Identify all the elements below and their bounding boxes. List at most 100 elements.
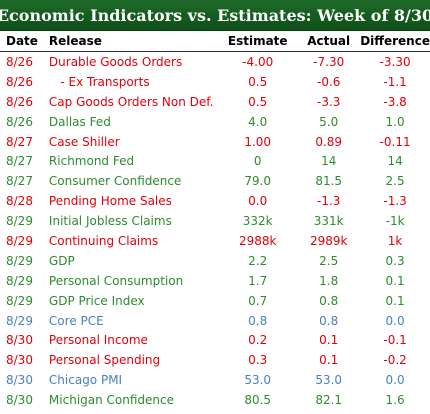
cell-difference: 1.0 bbox=[385, 114, 405, 129]
cell-difference: -0.11 bbox=[379, 134, 411, 149]
cell-estimate: 0.7 bbox=[248, 293, 268, 308]
cell-difference: -3.8 bbox=[383, 94, 407, 109]
cell-actual: -7.30 bbox=[313, 54, 345, 69]
cell-actual: 0.8 bbox=[319, 313, 339, 328]
cell-date: 8/27 bbox=[6, 134, 33, 149]
column-header-release: Release bbox=[44, 31, 219, 52]
table-row: 8/27 Richmond Fed 0 14 14 bbox=[0, 151, 430, 172]
cell-date: 8/26 bbox=[6, 74, 33, 89]
table-row: 8/27 Consumer Confidence 79.0 81.5 2.5 bbox=[0, 171, 430, 192]
cell-date: 8/30 bbox=[6, 373, 33, 388]
cell-difference: 14 bbox=[387, 154, 403, 169]
cell-actual: 2989k bbox=[309, 233, 348, 248]
page-title: Economic Indicators vs. Estimates: Week … bbox=[0, 5, 430, 25]
cell-difference: -0.2 bbox=[383, 353, 407, 368]
cell-estimate: 1.00 bbox=[244, 134, 272, 149]
cell-difference: -1.3 bbox=[383, 194, 407, 209]
cell-estimate: 80.5 bbox=[244, 393, 272, 408]
cell-actual: 82.1 bbox=[315, 393, 343, 408]
cell-estimate: 4.0 bbox=[248, 114, 268, 129]
cell-estimate: 332k bbox=[242, 214, 273, 229]
cell-difference: 0.0 bbox=[385, 373, 405, 388]
table-row: 8/29 Continuing Claims 2988k 2989k 1k bbox=[0, 231, 430, 251]
cell-difference: 0.1 bbox=[385, 293, 405, 308]
cell-actual: 0.1 bbox=[319, 333, 339, 348]
cell-estimate: 2.2 bbox=[248, 253, 268, 268]
cell-actual: 2.5 bbox=[319, 253, 339, 268]
table-row: 8/30 Personal Spending 0.3 0.1 -0.2 bbox=[0, 350, 430, 371]
cell-difference: 0.1 bbox=[385, 273, 405, 288]
cell-actual: 1.8 bbox=[319, 273, 339, 288]
cell-difference: -1k bbox=[385, 214, 405, 229]
cell-date: 8/29 bbox=[6, 293, 33, 308]
table-row: 8/26 Dallas Fed 4.0 5.0 1.0 bbox=[0, 111, 430, 132]
cell-difference: 1k bbox=[387, 233, 403, 248]
cell-release: Michigan Confidence bbox=[48, 393, 175, 408]
table-body: 8/26 Durable Goods Orders -4.00 -7.30 -3.30 8… bbox=[0, 51, 430, 411]
cell-actual: 0.8 bbox=[319, 293, 339, 308]
cell-estimate: 1.7 bbox=[248, 273, 268, 288]
cell-release: Continuing Claims bbox=[48, 233, 159, 248]
cell-release: Personal Spending bbox=[48, 353, 161, 368]
indicators-table: Date Release Estimate Actual Difference … bbox=[0, 31, 430, 411]
cell-estimate: 2988k bbox=[238, 233, 277, 248]
title-bar: Economic Indicators vs. Estimates: Week … bbox=[0, 0, 430, 31]
cell-date: 8/29 bbox=[6, 273, 33, 288]
cell-actual: -3.3 bbox=[316, 94, 341, 109]
cell-difference: 0.3 bbox=[385, 253, 405, 268]
cell-actual: 53.0 bbox=[315, 373, 343, 388]
cell-release: Personal Consumption bbox=[48, 273, 184, 288]
cell-estimate: 0.5 bbox=[248, 94, 268, 109]
table-row: 8/27 Case Shiller 1.00 0.89 -0.11 bbox=[0, 131, 430, 152]
cell-release: Dallas Fed bbox=[48, 114, 111, 129]
cell-release: Core PCE bbox=[48, 313, 104, 328]
cell-date: 8/26 bbox=[6, 94, 33, 109]
cell-difference: -0.1 bbox=[383, 333, 407, 348]
cell-date: 8/27 bbox=[6, 174, 33, 189]
cell-date: 8/29 bbox=[6, 253, 33, 268]
cell-actual: 0.89 bbox=[315, 134, 343, 149]
cell-release: GDP Price Index bbox=[48, 293, 145, 308]
cell-date: 8/27 bbox=[6, 154, 33, 169]
cell-estimate: 0.5 bbox=[248, 74, 268, 89]
cell-release: Pending Home Sales bbox=[48, 194, 172, 209]
table-row: 8/29 GDP 2.2 2.5 0.3 bbox=[0, 250, 430, 271]
cell-actual: 0.1 bbox=[319, 353, 339, 368]
table-row: 8/29 Initial Jobless Claims 332k 331k -1k bbox=[0, 211, 430, 232]
cell-date: 8/26 bbox=[6, 114, 33, 129]
cell-date: 8/30 bbox=[6, 393, 33, 408]
cell-estimate: 53.0 bbox=[244, 373, 272, 388]
cell-release: Consumer Confidence bbox=[48, 174, 182, 189]
table-header-row: Date Release Estimate Actual Difference bbox=[0, 31, 430, 52]
cell-date: 8/28 bbox=[6, 194, 33, 209]
cell-difference: 1.6 bbox=[385, 393, 405, 408]
cell-release: Cap Goods Orders Non Def. bbox=[48, 94, 214, 109]
cell-difference: -1.1 bbox=[383, 74, 407, 89]
cell-estimate: 79.0 bbox=[244, 174, 272, 189]
cell-actual: 331k bbox=[313, 214, 344, 229]
cell-date: 8/29 bbox=[6, 313, 33, 328]
cell-release: Chicago PMI bbox=[48, 373, 123, 388]
table-row: 8/28 Pending Home Sales 0.0 -1.3 -1.3 bbox=[0, 191, 430, 212]
cell-difference: 2.5 bbox=[385, 174, 405, 189]
cell-release: - Ex Transports bbox=[48, 74, 150, 89]
cell-release: GDP bbox=[48, 253, 75, 268]
table-row: 8/30 Chicago PMI 53.0 53.0 0.0 bbox=[0, 370, 430, 391]
column-header-estimate: Estimate bbox=[218, 31, 298, 52]
cell-date: 8/26 bbox=[6, 54, 33, 69]
cell-estimate: 0.3 bbox=[248, 353, 268, 368]
table-row: 8/26 - Ex Transports 0.5 -0.6 -1.1 bbox=[0, 71, 430, 92]
cell-estimate: 0.2 bbox=[248, 333, 268, 348]
cell-date: 8/29 bbox=[6, 214, 33, 229]
table-row: 8/26 Cap Goods Orders Non Def. 0.5 -3.3 -3.8 bbox=[0, 91, 430, 112]
cell-difference: 0.0 bbox=[385, 313, 405, 328]
column-header-difference: Difference bbox=[360, 31, 430, 52]
cell-actual: -1.3 bbox=[316, 194, 341, 209]
cell-estimate: 0.8 bbox=[248, 313, 268, 328]
table-row: 8/29 Core PCE 0.8 0.8 0.0 bbox=[0, 310, 430, 331]
column-header-actual: Actual bbox=[297, 31, 361, 52]
table-row: 8/29 Personal Consumption 1.7 1.8 0.1 bbox=[0, 270, 430, 291]
cell-estimate: 0.0 bbox=[248, 194, 268, 209]
cell-release: Initial Jobless Claims bbox=[48, 214, 172, 229]
